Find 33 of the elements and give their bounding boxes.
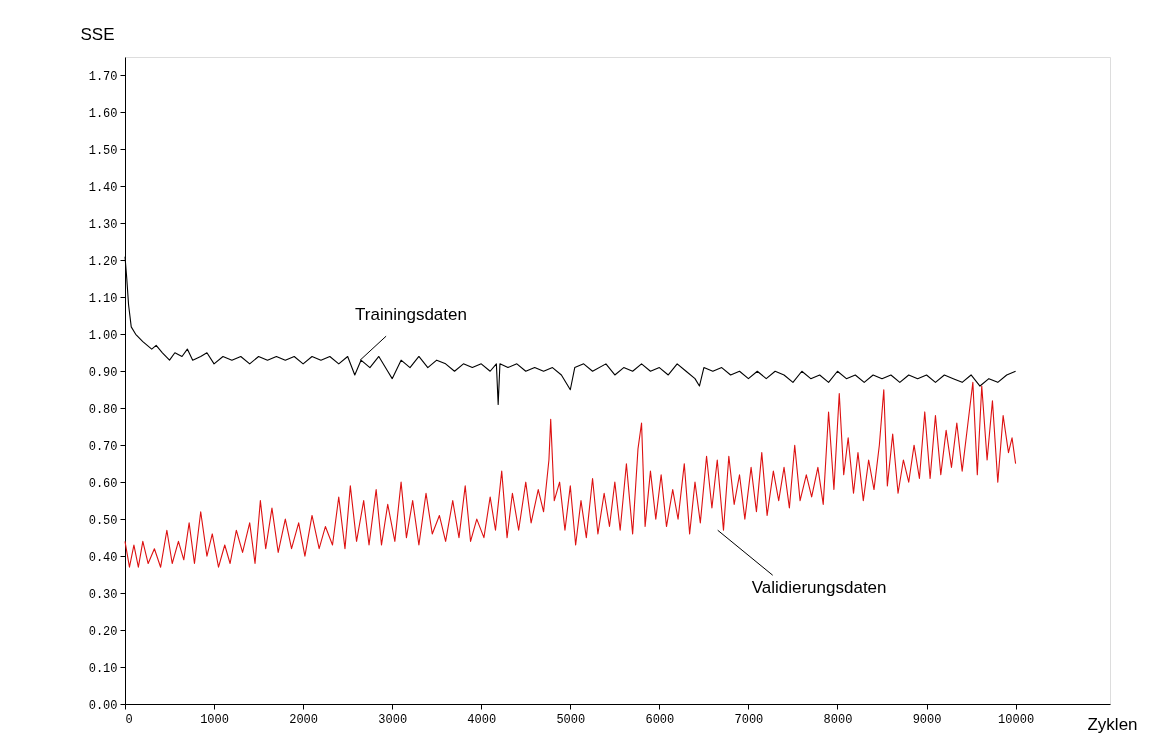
y-tick-label: 1.30 — [88, 217, 118, 232]
y-tick-label: 0.80 — [88, 402, 118, 417]
x-tick-label: 6000 — [645, 712, 675, 727]
y-tick-label: 0.90 — [88, 365, 118, 380]
y-tick-label: 0.10 — [88, 661, 118, 676]
y-tick-label: 1.40 — [88, 180, 118, 195]
y-tick-label: 0.00 — [88, 698, 118, 713]
x-tick-label: 0 — [125, 712, 133, 727]
x-tick-label: 5000 — [556, 712, 586, 727]
x-tick-label: 2000 — [289, 712, 319, 727]
y-tick-label: 1.50 — [88, 143, 118, 158]
annotation: Validierungsdaten — [751, 578, 887, 598]
y-tick-label: 0.30 — [88, 587, 118, 602]
y-tick-label: 0.50 — [88, 513, 118, 528]
annotation: Trainingsdaten — [355, 305, 467, 325]
x-tick-label: 4000 — [467, 712, 497, 727]
y-tick-label: 1.00 — [88, 328, 118, 343]
y-tick-label: 1.60 — [88, 106, 118, 121]
x-tick-label: 9000 — [912, 712, 942, 727]
x-tick-label: 3000 — [378, 712, 408, 727]
y-axis-title: SSE — [80, 24, 115, 44]
y-tick-label: 1.70 — [88, 69, 118, 84]
y-tick-label: 1.20 — [88, 254, 118, 269]
y-tick-label: 0.70 — [88, 439, 118, 454]
y-tick-label: 0.60 — [88, 476, 118, 491]
y-tick-label: 0.20 — [88, 624, 118, 639]
y-tick-label: 1.10 — [88, 291, 118, 306]
x-tick-label: 1000 — [200, 712, 229, 727]
x-tick-label: 10000 — [998, 712, 1035, 727]
x-tick-label: 7000 — [734, 712, 764, 727]
y-tick-label: 0.40 — [88, 550, 118, 565]
x-tick-label: 8000 — [823, 712, 853, 727]
x-axis-title: Zyklen — [1087, 714, 1138, 734]
